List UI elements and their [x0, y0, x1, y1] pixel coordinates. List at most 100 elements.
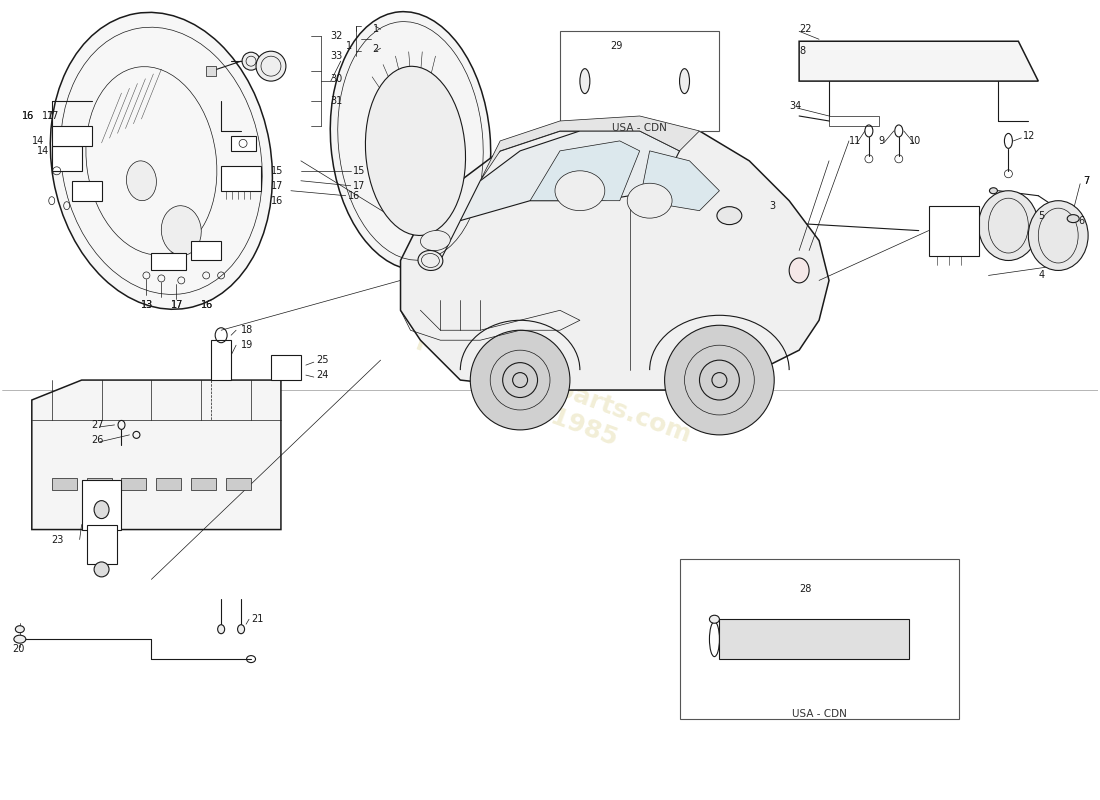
Bar: [227, 478, 251, 490]
Bar: [680, 559, 958, 719]
Ellipse shape: [1028, 201, 1088, 270]
Text: 5: 5: [1038, 210, 1045, 221]
Polygon shape: [460, 131, 680, 221]
Ellipse shape: [256, 51, 286, 81]
Bar: [87, 525, 117, 565]
Ellipse shape: [218, 625, 224, 634]
Text: 19: 19: [241, 340, 253, 350]
Bar: [271, 355, 301, 380]
Text: 1: 1: [345, 42, 352, 51]
Bar: [221, 166, 261, 190]
Bar: [719, 619, 909, 659]
Ellipse shape: [627, 183, 672, 218]
Text: 8: 8: [799, 46, 805, 56]
Text: 6: 6: [1078, 216, 1085, 226]
Bar: [52, 126, 91, 146]
Bar: [72, 181, 101, 201]
Polygon shape: [400, 121, 829, 390]
Text: 16: 16: [201, 300, 213, 310]
Bar: [81, 480, 121, 530]
Ellipse shape: [95, 501, 109, 518]
Ellipse shape: [979, 190, 1038, 261]
Polygon shape: [799, 42, 1038, 81]
Bar: [156, 478, 182, 490]
Ellipse shape: [556, 170, 605, 210]
Bar: [231, 136, 256, 151]
Ellipse shape: [330, 12, 491, 270]
Text: 9: 9: [879, 136, 886, 146]
Ellipse shape: [162, 206, 201, 255]
Circle shape: [664, 326, 774, 435]
Text: USA - CDN: USA - CDN: [613, 123, 667, 133]
Ellipse shape: [990, 188, 998, 194]
Bar: [560, 31, 719, 131]
Text: 14: 14: [32, 136, 44, 146]
Text: 15: 15: [271, 166, 284, 176]
Text: 7: 7: [1084, 176, 1089, 186]
Bar: [121, 478, 146, 490]
Text: 12: 12: [1023, 131, 1036, 141]
Text: 29: 29: [609, 42, 623, 51]
Polygon shape: [640, 151, 719, 210]
Ellipse shape: [710, 615, 719, 623]
Bar: [211, 340, 231, 380]
Bar: [928, 206, 979, 255]
Ellipse shape: [242, 52, 260, 70]
Ellipse shape: [580, 69, 590, 94]
Text: 7: 7: [1084, 176, 1089, 186]
Text: USA - CDN: USA - CDN: [792, 709, 847, 719]
Circle shape: [471, 330, 570, 430]
Text: 21: 21: [251, 614, 263, 624]
Text: 10: 10: [909, 136, 921, 146]
Ellipse shape: [365, 66, 465, 235]
Text: 18: 18: [241, 326, 253, 335]
Ellipse shape: [717, 206, 741, 225]
Text: 23: 23: [52, 534, 64, 545]
Text: 16: 16: [201, 300, 213, 310]
Ellipse shape: [710, 622, 719, 657]
Text: 2: 2: [373, 44, 378, 54]
Text: 17: 17: [42, 111, 54, 121]
Text: 22: 22: [799, 24, 812, 34]
Ellipse shape: [680, 69, 690, 94]
Polygon shape: [481, 116, 700, 181]
Text: 11: 11: [849, 136, 861, 146]
Text: 33: 33: [331, 51, 343, 61]
Text: 32: 32: [331, 31, 343, 42]
Ellipse shape: [51, 12, 273, 310]
Ellipse shape: [95, 562, 109, 577]
Text: 27: 27: [91, 420, 104, 430]
Text: 28: 28: [799, 584, 812, 594]
Text: 1: 1: [373, 24, 378, 34]
Bar: [152, 253, 186, 270]
Bar: [191, 478, 217, 490]
Ellipse shape: [14, 635, 25, 643]
Ellipse shape: [15, 626, 24, 633]
Text: 13: 13: [142, 300, 154, 310]
Text: 16: 16: [22, 111, 34, 121]
Text: 34: 34: [789, 101, 802, 111]
Bar: [52, 146, 81, 170]
Text: 16: 16: [22, 111, 34, 121]
Text: 13: 13: [142, 300, 154, 310]
Bar: [52, 478, 77, 490]
Text: 26: 26: [91, 435, 104, 445]
Ellipse shape: [238, 625, 244, 634]
Polygon shape: [32, 380, 280, 530]
Text: 4: 4: [1038, 270, 1044, 281]
Text: 30: 30: [331, 74, 343, 84]
Bar: [191, 241, 221, 261]
Text: 3: 3: [769, 201, 776, 210]
Ellipse shape: [126, 161, 156, 201]
Text: 17: 17: [353, 181, 365, 190]
Bar: [829, 116, 879, 126]
Text: 16: 16: [271, 196, 283, 206]
Text: 25: 25: [316, 355, 328, 365]
Bar: [206, 66, 217, 76]
Text: 17: 17: [172, 300, 184, 310]
Text: 20: 20: [12, 644, 24, 654]
Text: passionforparts.com
since 1985: passionforparts.com since 1985: [405, 326, 695, 474]
Ellipse shape: [789, 258, 810, 283]
Ellipse shape: [1067, 214, 1079, 222]
Text: 17: 17: [47, 111, 59, 121]
